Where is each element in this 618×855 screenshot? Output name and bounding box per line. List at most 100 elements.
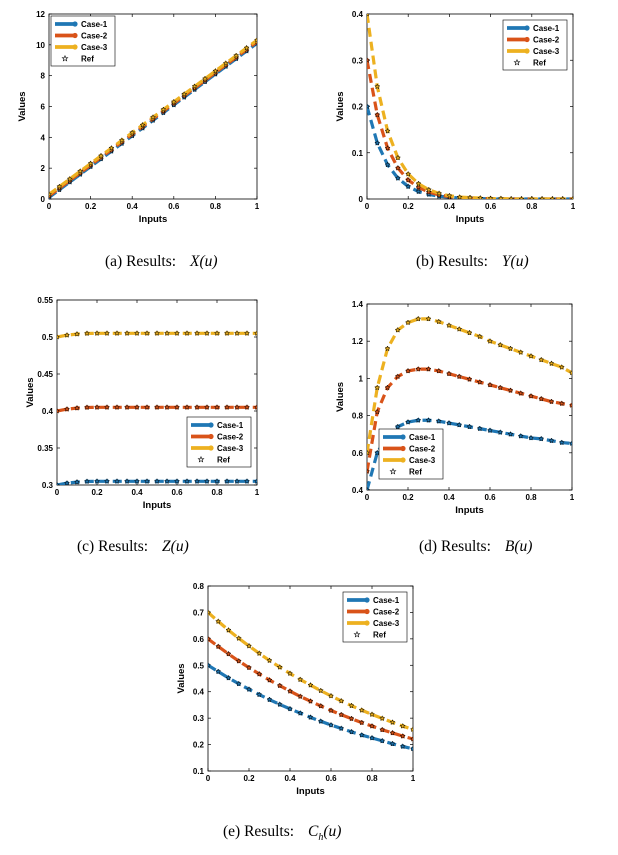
series-line-case-3 bbox=[208, 611, 413, 732]
ref-marker bbox=[517, 432, 524, 439]
legend-marker-case-1 bbox=[364, 597, 370, 603]
ref-marker bbox=[528, 195, 535, 199]
ref-marker bbox=[405, 176, 412, 183]
ref-marker bbox=[139, 121, 146, 128]
ref-marker bbox=[466, 423, 473, 430]
caption-math: X(u) bbox=[190, 253, 218, 270]
ref-marker bbox=[476, 425, 483, 432]
ref-marker bbox=[266, 657, 273, 664]
ref-marker bbox=[348, 728, 355, 735]
legend-label: Case-2 bbox=[373, 608, 400, 617]
caption-b: (b) Results: Y(u) bbox=[416, 253, 529, 271]
ref-marker bbox=[394, 423, 401, 430]
x-tick-label: 0.8 bbox=[526, 202, 538, 211]
ref-marker bbox=[394, 326, 401, 333]
chart-e: 0 0.2 0.4 0.6 0.8 1 0.1 0.2 0.3 0.4 0.5 0.6 0.7 0.8 In… bbox=[176, 582, 416, 797]
x-tick-label: 1 bbox=[570, 493, 575, 502]
ref-marker bbox=[368, 711, 376, 718]
ref-marker bbox=[307, 714, 314, 721]
x-axis-label: Inputs bbox=[455, 505, 484, 516]
legend-marker-case-2 bbox=[208, 433, 214, 440]
ref-marker bbox=[456, 373, 463, 380]
caption-prefix: (d) Results: bbox=[419, 538, 491, 555]
ref-marker bbox=[538, 195, 546, 199]
y-tick-label: 0.35 bbox=[37, 444, 53, 453]
ref-marker bbox=[208, 609, 212, 616]
ref-marker bbox=[549, 195, 556, 199]
ref-marker bbox=[374, 384, 381, 391]
ref-marker bbox=[389, 740, 396, 747]
y-axis-label: Values bbox=[25, 377, 36, 407]
x-axis-label: Inputs bbox=[456, 214, 485, 225]
ref-marker bbox=[73, 404, 81, 411]
ref-marker bbox=[63, 331, 71, 338]
y-tick-label: 0.8 bbox=[193, 582, 205, 591]
ref-marker bbox=[405, 183, 412, 190]
ref-marker bbox=[225, 626, 232, 633]
legend: Case-1 Case-2 Case-3 Ref bbox=[342, 591, 408, 643]
chart-b: 0 0.2 0.4 0.6 0.8 100.10.20.30.4InputsValuesC… bbox=[335, 10, 576, 225]
ref-marker bbox=[368, 734, 376, 741]
ref-marker bbox=[425, 188, 432, 195]
series-group bbox=[49, 36, 257, 199]
ref-marker bbox=[445, 322, 453, 329]
ref-marker bbox=[181, 90, 188, 97]
data-point-case-3 bbox=[550, 196, 555, 199]
ref-marker bbox=[245, 686, 253, 693]
ref-marker bbox=[367, 486, 371, 490]
y-tick-label: 0.4 bbox=[42, 407, 54, 416]
ref-marker bbox=[73, 330, 81, 337]
ref-marker bbox=[212, 67, 219, 74]
ref-marker bbox=[108, 144, 115, 151]
ref-marker bbox=[201, 75, 209, 82]
data-point-case-3 bbox=[509, 196, 514, 199]
ref-marker bbox=[66, 175, 73, 182]
caption-a: (a) Results: X(u) bbox=[105, 253, 218, 271]
caption-math-subscript: h bbox=[318, 832, 324, 844]
y-tick-label: 8 bbox=[41, 72, 46, 81]
ref-marker bbox=[253, 36, 257, 43]
ref-marker bbox=[113, 403, 121, 410]
ref-marker bbox=[56, 183, 63, 190]
ref-marker bbox=[384, 161, 391, 168]
ref-marker bbox=[93, 403, 101, 410]
legend-label: Case-3 bbox=[81, 43, 108, 52]
ref-marker bbox=[358, 731, 365, 738]
ref-marker bbox=[163, 329, 171, 336]
legend-marker-case-1 bbox=[400, 434, 406, 440]
y-tick-label: 2 bbox=[41, 164, 46, 173]
ref-marker bbox=[476, 378, 483, 385]
ref-marker bbox=[73, 478, 81, 485]
x-tick-label: 0.2 bbox=[85, 202, 97, 211]
x-tick-label: 0.4 bbox=[444, 202, 456, 211]
ref-marker bbox=[103, 403, 111, 410]
ref-marker bbox=[183, 403, 191, 410]
legend-marker-case-1 bbox=[524, 25, 530, 31]
ref-marker bbox=[497, 429, 504, 436]
ref-marker bbox=[394, 174, 402, 181]
ref-marker bbox=[389, 729, 396, 736]
ref-marker bbox=[476, 333, 483, 340]
legend-marker-case-3 bbox=[364, 620, 370, 626]
legend-label: Case-1 bbox=[217, 421, 244, 430]
x-tick-label: 0.6 bbox=[485, 202, 497, 211]
ref-marker bbox=[379, 726, 386, 733]
ref-marker bbox=[297, 676, 304, 683]
ref-marker bbox=[129, 129, 136, 136]
ref-marker bbox=[394, 154, 402, 161]
ref-marker bbox=[568, 402, 572, 409]
x-tick-label: 0 bbox=[365, 202, 370, 211]
x-tick-label: 0.2 bbox=[403, 202, 415, 211]
ref-marker bbox=[113, 477, 121, 484]
ref-marker bbox=[191, 83, 198, 90]
ref-marker bbox=[399, 732, 406, 739]
x-tick-label: 0.4 bbox=[131, 488, 143, 497]
ref-marker bbox=[384, 127, 391, 134]
legend-label: Ref bbox=[533, 59, 546, 68]
ref-marker bbox=[143, 477, 151, 484]
ref-marker bbox=[83, 478, 91, 485]
legend-marker-case-1 bbox=[208, 422, 214, 428]
ref-marker bbox=[425, 186, 432, 193]
chart-d: 0 0.2 0.4 0.6 0.8 1 0.4 0.6 0.8 1 1.2 1.4 Inputs Valu… bbox=[335, 300, 575, 516]
ref-marker bbox=[307, 681, 314, 688]
